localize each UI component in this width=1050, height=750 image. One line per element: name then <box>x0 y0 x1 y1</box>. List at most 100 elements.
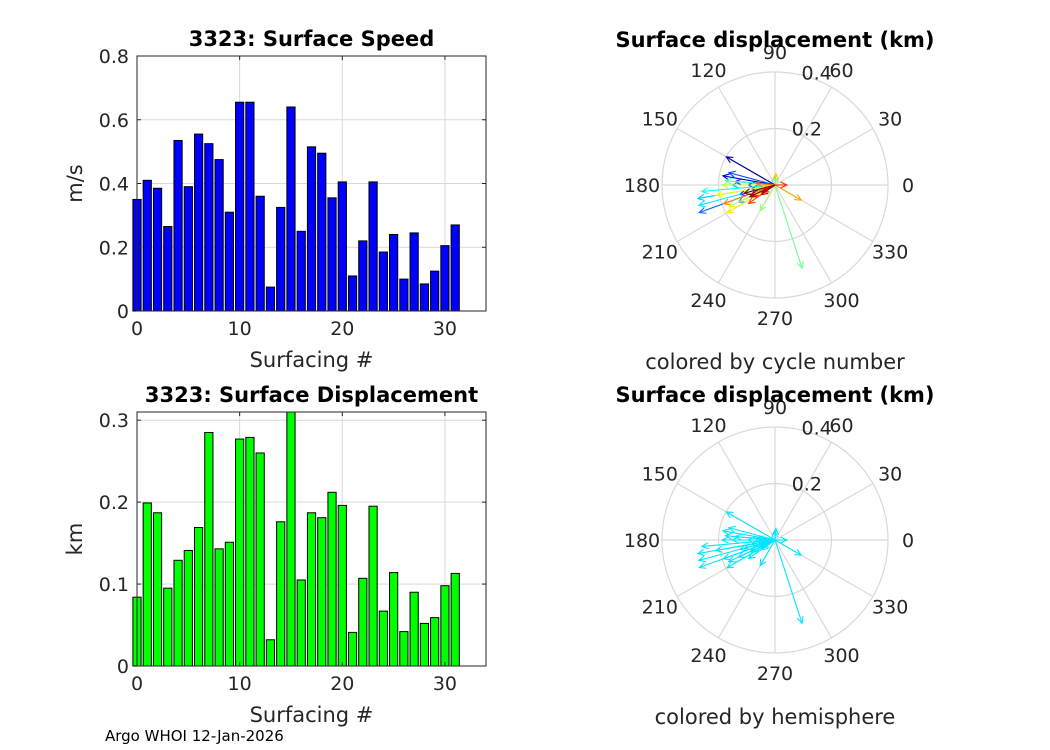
bar-surfacing-31 <box>450 572 460 667</box>
arrow-shaft <box>722 175 776 186</box>
bar-surfacing-23 <box>368 181 378 312</box>
y-tick-label: 0.3 <box>99 410 129 432</box>
displacement-arrow-16 <box>759 539 776 567</box>
bar-surfacing-13 <box>265 286 276 312</box>
speed-bar-chart: 0 10 20 30 0 0.2 0.4 0.6 0.8 3323: Surface Speed S… <box>63 27 487 372</box>
arrow-shaft <box>728 172 776 186</box>
arrow-head <box>725 156 734 163</box>
angle-label: 240 <box>690 645 726 667</box>
x-tick-label: 30 <box>433 318 457 340</box>
bar-surfacing-8 <box>214 548 224 667</box>
angle-label: 30 <box>878 109 902 131</box>
angle-label: 30 <box>878 464 902 486</box>
angle-label: 210 <box>642 242 678 264</box>
x-tick-label: 30 <box>433 673 457 695</box>
bar-surfacing-16 <box>296 579 306 667</box>
bar-surfacing-29 <box>430 270 440 312</box>
bar-surfacing-23 <box>368 505 378 667</box>
arrow-head <box>700 187 709 195</box>
arrow-head <box>727 525 736 533</box>
arrow-head <box>759 558 767 567</box>
arrow-shaft <box>774 539 802 556</box>
displacement-arrow-22 <box>774 184 803 201</box>
arrow-shaft <box>744 539 776 549</box>
angle-label: 210 <box>642 597 678 619</box>
displacement-arrow-24 <box>754 535 776 543</box>
x-tick-label: 0 <box>131 318 143 340</box>
displacement-arrow-6 <box>727 525 776 541</box>
bar-surfacing-14 <box>276 206 286 312</box>
bar-surfacing-22 <box>358 577 368 667</box>
bar-surfacing-6 <box>193 527 204 667</box>
displacement-arrow-22 <box>774 539 803 556</box>
x-tick-label: 20 <box>330 673 354 695</box>
bar-surfacing-11 <box>245 436 255 667</box>
bar-surfacing-1 <box>142 179 152 312</box>
bar-surfacing-28 <box>419 622 430 667</box>
arrow-shaft <box>749 539 776 553</box>
bar-surfacing-25 <box>389 572 399 667</box>
y-tick-label: 0.6 <box>99 110 129 132</box>
y-tick-label: 0.1 <box>99 574 129 596</box>
angle-label: 180 <box>624 175 660 197</box>
bar-surfacing-8 <box>214 159 224 312</box>
bar-surfacing-24 <box>378 610 388 667</box>
angle-label: 300 <box>823 645 859 667</box>
displacement-arrow-31 <box>742 184 776 196</box>
arrow-head <box>747 552 756 560</box>
bar-surfacing-7 <box>204 431 214 667</box>
angle-label: 60 <box>829 60 853 82</box>
bar-surfacing-28 <box>419 283 430 312</box>
bar-surfacing-17 <box>306 512 317 667</box>
arrow-head <box>721 528 730 536</box>
bar-surfacing-19 <box>327 491 337 667</box>
x-axis-label: Surfacing # <box>250 703 374 727</box>
axes-frame <box>136 411 487 667</box>
displacement-arrow-30 <box>748 539 776 553</box>
displacement-arrow-15 <box>774 184 804 270</box>
arrow-head <box>727 200 736 208</box>
arrow-head <box>727 170 736 178</box>
bar-surfacing-22 <box>358 240 368 312</box>
radius-label: 0.2 <box>792 118 822 140</box>
bar-surfacing-27 <box>409 591 419 667</box>
displacement-arrow-17 <box>720 181 775 189</box>
displacement-arrow-15 <box>774 539 804 625</box>
radius-label: 0.4 <box>802 63 832 85</box>
y-axis-label: m/s <box>63 164 87 202</box>
bar-surfacing-17 <box>306 146 317 312</box>
displacement-arrow-30 <box>748 184 776 198</box>
arrow-head <box>721 173 730 181</box>
bar-surfacing-4 <box>173 139 183 312</box>
bar-surfacing-27 <box>409 232 419 312</box>
chart-title: 3323: Surface Speed <box>189 27 435 51</box>
arrow-head <box>698 207 707 214</box>
displacement-arrow-12 <box>700 184 776 195</box>
arrow-head <box>748 545 757 553</box>
y-tick-label: 0.2 <box>99 237 129 259</box>
bar-surfacing-13 <box>265 639 276 667</box>
displacement-arrow-1 <box>725 156 776 186</box>
arrow-head <box>794 194 803 201</box>
bar-surfacing-9 <box>224 211 234 312</box>
arrow-head <box>742 188 752 196</box>
bar-surfacing-14 <box>276 521 286 667</box>
bar-surfacing-9 <box>224 541 234 667</box>
angle-label: 270 <box>757 308 793 330</box>
bar-surfacing-21 <box>347 275 358 312</box>
bar-surfacing-21 <box>347 631 358 667</box>
bar-surfacing-5 <box>183 186 193 312</box>
displacement-arrow-21 <box>771 172 780 186</box>
angle-label: 150 <box>642 109 678 131</box>
arrow-head <box>754 535 763 543</box>
bar-surfacing-24 <box>378 251 388 312</box>
bar-surfacing-18 <box>317 152 327 312</box>
displacement-arrow-24 <box>754 180 776 188</box>
arrow-head <box>771 527 780 536</box>
arrow-shaft <box>774 173 777 186</box>
bar-surfacing-20 <box>337 504 347 667</box>
arrow-head <box>698 562 707 569</box>
angle-label: 180 <box>624 530 660 552</box>
arrow-head <box>725 206 735 214</box>
